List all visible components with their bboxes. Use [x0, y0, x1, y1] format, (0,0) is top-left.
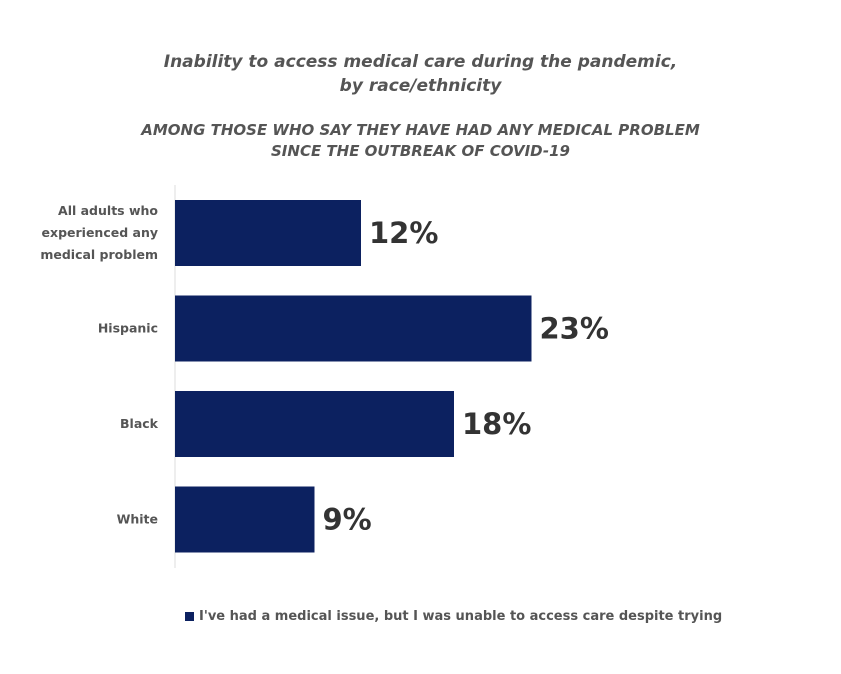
- legend-label: I've had a medical issue, but I was unab…: [199, 609, 723, 624]
- chart-subtitle-line: SINCE THE OUTBREAK OF COVID-19: [271, 142, 570, 160]
- legend: I've had a medical issue, but I was unab…: [185, 609, 722, 624]
- category-label: All adults who: [58, 203, 158, 218]
- bar: [175, 391, 454, 457]
- category-label: Hispanic: [98, 321, 158, 336]
- category-label: experienced any: [42, 225, 158, 240]
- data-label: 9%: [323, 503, 372, 537]
- bar: [175, 200, 361, 266]
- data-label: 12%: [369, 216, 438, 250]
- bar: [175, 295, 532, 362]
- legend-swatch: [185, 612, 194, 621]
- chart-title-line: Inability to access medical care during …: [163, 52, 678, 72]
- category-label: Black: [120, 416, 159, 431]
- category-label: medical problem: [40, 247, 158, 262]
- chart-subtitle-line: AMONG THOSE WHO SAY THEY HAVE HAD ANY ME…: [141, 121, 700, 139]
- category-label: White: [117, 512, 158, 527]
- chart-title: Inability to access medical care during …: [0, 50, 841, 98]
- data-label: 18%: [462, 407, 531, 441]
- chart-title-line: by race/ethnicity: [339, 76, 502, 96]
- data-label: 23%: [540, 312, 609, 346]
- chart-subtitle: AMONG THOSE WHO SAY THEY HAVE HAD ANY ME…: [0, 120, 841, 162]
- bar: [175, 486, 315, 553]
